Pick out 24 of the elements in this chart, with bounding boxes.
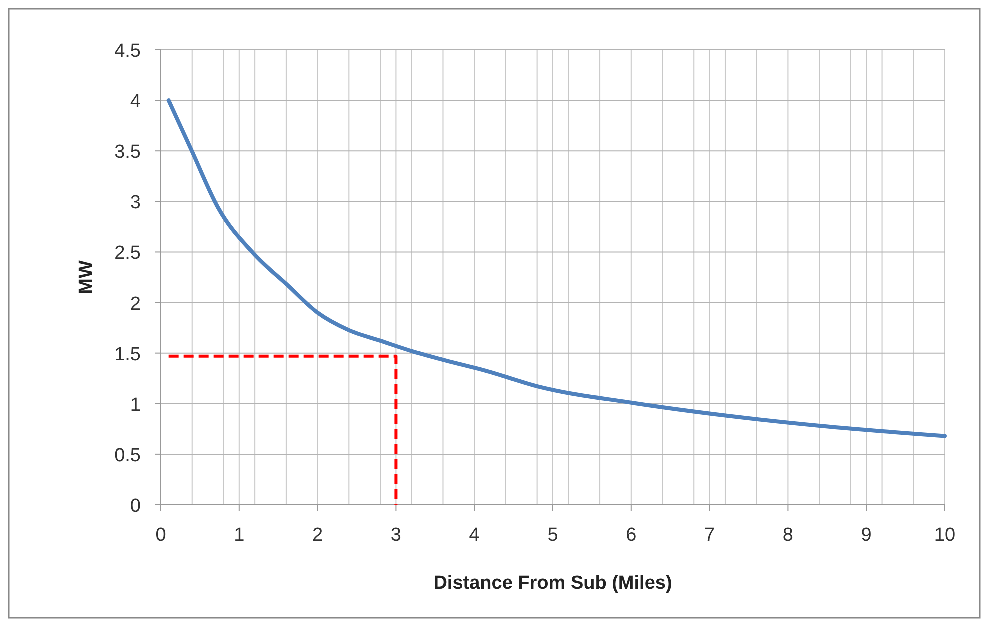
x-tick-label: 7 [704, 525, 716, 546]
y-tick-label: 0 [130, 496, 141, 517]
y-tick-label: 2.5 [114, 243, 141, 264]
x-tick-label: 9 [861, 525, 872, 546]
y-axis-title: MW [76, 260, 97, 294]
x-tick-label: 2 [312, 525, 324, 546]
x-tick-label: 10 [934, 525, 956, 546]
x-tick-label: 6 [626, 525, 637, 546]
x-tick-label: 3 [390, 525, 402, 546]
y-tick-label: 3 [130, 192, 141, 214]
y-tick-label: 2 [130, 294, 141, 315]
line-series [166, 98, 947, 438]
x-tick-label: 0 [156, 525, 166, 546]
x-tick-label: 1 [234, 525, 245, 546]
y-tick-label: 3.5 [114, 142, 141, 164]
y-tick-label: 4 [130, 92, 142, 113]
x-tick-label: 4 [469, 525, 480, 546]
x-tick-label: 5 [548, 525, 558, 546]
x-tick-label: 8 [782, 525, 794, 546]
y-tick-label: 0.5 [114, 445, 141, 466]
y-tick-label: 4.5 [114, 41, 141, 62]
y-tick-label: 1.5 [114, 344, 141, 366]
y-tick-label: 1 [130, 394, 141, 416]
x-axis-title: Distance From Sub (Miles) [434, 573, 672, 594]
